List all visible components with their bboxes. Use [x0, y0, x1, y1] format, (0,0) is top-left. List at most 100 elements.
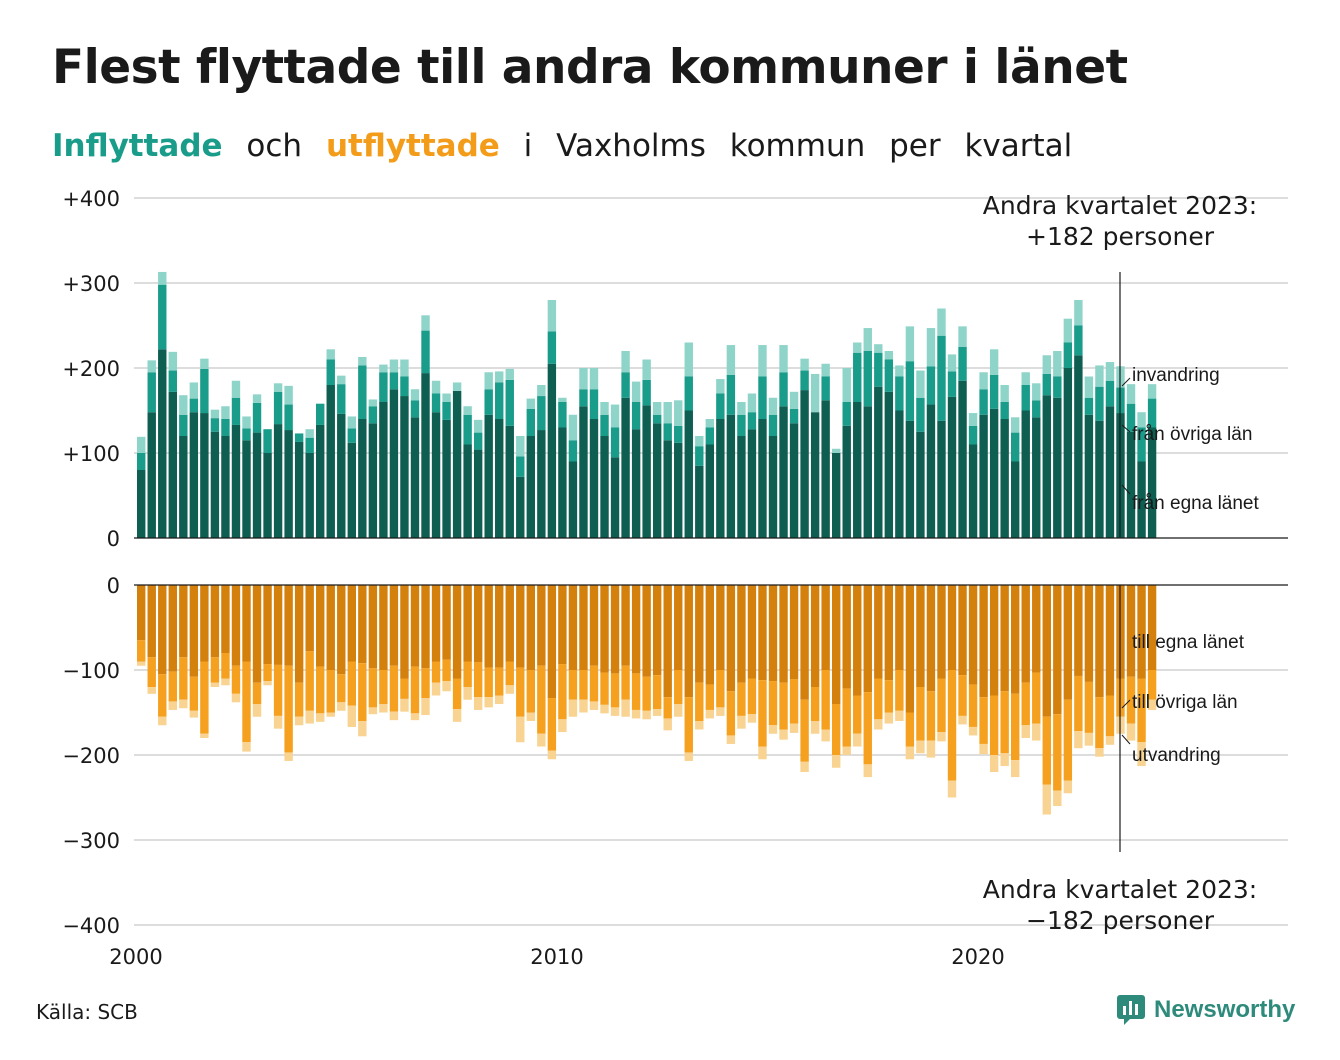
bar-till-egna-länet [979, 585, 988, 698]
bar-utvandring [421, 698, 430, 716]
bar-från-egna-länet [537, 430, 546, 538]
bar-invandring [1105, 362, 1115, 381]
bar-från-egna-länet [1032, 417, 1041, 538]
bar-invandring [853, 342, 862, 353]
bar-till-övriga-län [410, 666, 420, 714]
bar-utvandring [800, 761, 809, 772]
bar-invandring [621, 351, 630, 373]
bar-från-egna-länet [663, 440, 672, 538]
bar-till-övriga-län [789, 679, 799, 724]
bar-från-övriga-län [547, 331, 557, 364]
bar-från-övriga-län [853, 352, 862, 402]
annotation-top-line1: Andra kvartalet 2023: [983, 191, 1257, 220]
bar-utvandring [137, 661, 146, 666]
bar-från-övriga-län [1053, 376, 1062, 398]
bar-från-egna-länet [726, 414, 736, 538]
bar-till-egna-länet [1032, 585, 1041, 673]
bar-utvandring [610, 707, 620, 716]
bar-från-övriga-län [347, 428, 356, 443]
bar-utvandring [516, 716, 525, 743]
bar-från-övriga-län [979, 389, 988, 415]
bar-till-egna-länet [137, 585, 146, 641]
bar-från-egna-länet [568, 461, 578, 538]
bar-från-egna-länet [368, 423, 378, 538]
subtitle-kommun: kommun [729, 128, 866, 164]
bar-från-övriga-län [421, 330, 430, 374]
subtitle-utflyttade: utflyttade [325, 128, 500, 164]
bar-invandring [137, 436, 146, 453]
bar-invandring [473, 419, 483, 433]
bar-till-övriga-län [863, 692, 872, 765]
bar-från-egna-länet [1053, 397, 1062, 538]
bar-från-egna-länet [621, 397, 630, 538]
bar-till-egna-länet [863, 585, 872, 693]
bar-till-egna-länet [758, 585, 767, 681]
bar-utvandring [1137, 742, 1146, 767]
bar-till-egna-länet [316, 585, 325, 667]
bar-invandring [505, 368, 514, 380]
bar-invandring [337, 375, 346, 385]
bar-från-egna-länet [252, 432, 262, 538]
bar-till-övriga-län [737, 682, 746, 716]
bar-invandring [389, 359, 399, 373]
bar-från-övriga-län [600, 414, 609, 436]
bar-till-egna-länet [895, 585, 904, 670]
bar-invandring [958, 326, 967, 347]
bar-från-övriga-län [294, 433, 304, 442]
bar-från-övriga-län [674, 425, 683, 443]
bar-till-övriga-län [1000, 691, 1009, 754]
bar-invandring [705, 419, 715, 428]
bar-till-övriga-län [968, 684, 978, 727]
bar-utvandring [389, 711, 399, 721]
bar-från-egna-länet [558, 427, 567, 538]
bar-från-egna-länet [600, 436, 609, 538]
bar-till-egna-länet [358, 585, 367, 664]
bar-till-övriga-län [800, 699, 809, 762]
bar-till-övriga-län [1063, 699, 1073, 781]
bar-från-övriga-län [1063, 342, 1073, 368]
bar-till-övriga-län [810, 687, 820, 721]
bar-utvandring [452, 709, 462, 722]
bar-till-egna-länet [221, 585, 230, 653]
bar-till-övriga-län [610, 673, 620, 708]
bar-från-övriga-län [1147, 398, 1157, 428]
bar-till-övriga-län [505, 661, 514, 686]
bar-invandring [1095, 365, 1104, 387]
bar-utvandring [347, 705, 356, 727]
bar-till-övriga-län [842, 688, 851, 747]
bar-från-övriga-län [1084, 397, 1094, 415]
bar-invandring [663, 402, 672, 424]
bar-till-egna-länet [1126, 585, 1136, 677]
bar-från-egna-länet [526, 436, 536, 538]
bar-till-egna-länet [589, 585, 599, 666]
bar-till-egna-länet [579, 585, 588, 670]
newsworthy-logo: Newsworthy [1116, 994, 1295, 1026]
bar-till-övriga-län [600, 672, 609, 705]
bar-till-egna-länet [1147, 585, 1157, 670]
bar-från-egna-länet [516, 476, 525, 538]
bar-till-övriga-län [168, 671, 177, 702]
bar-från-egna-länet [316, 424, 325, 538]
bar-från-egna-länet [431, 412, 441, 538]
bar-invandring [979, 372, 988, 390]
bar-utvandring [716, 707, 725, 716]
axes [134, 537, 1288, 586]
bar-till-övriga-län [273, 664, 283, 716]
bar-till-egna-länet [642, 585, 651, 677]
bar-utvandring [810, 721, 820, 734]
bar-från-egna-länet [1000, 419, 1009, 538]
bar-från-övriga-län [368, 406, 378, 424]
bar-utvandring [589, 701, 599, 710]
bar-utvandring [1105, 736, 1115, 745]
bar-från-övriga-län [1095, 386, 1104, 421]
bar-utvandring [305, 710, 314, 724]
bar-från-övriga-län [652, 414, 662, 424]
bar-från-övriga-län [631, 402, 641, 430]
bar-utvandring [273, 715, 283, 729]
bar-invandring [831, 448, 841, 453]
bar-utvandring [1095, 748, 1104, 757]
bar-till-egna-länet [1063, 585, 1073, 700]
annotations: Andra kvartalet 2023: +182 personer Andr… [983, 191, 1257, 935]
bar-till-övriga-län [916, 687, 925, 741]
bar-utvandring [705, 709, 715, 719]
